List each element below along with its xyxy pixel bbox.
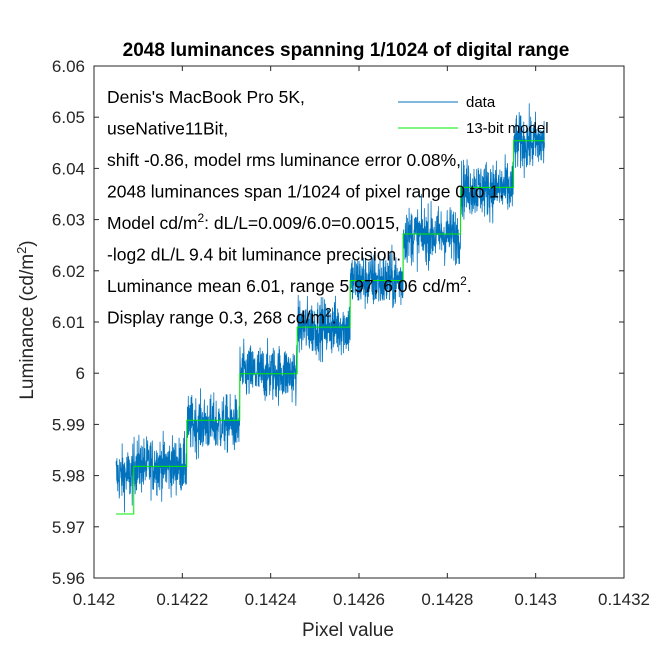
x-tick-label: 0.1422 xyxy=(156,590,208,609)
y-tick-label: 6.06 xyxy=(52,57,85,76)
annotation-line: Denis's MacBook Pro 5K, xyxy=(107,87,305,107)
x-tick-label: 0.1426 xyxy=(333,590,385,609)
x-tick-label: 0.1428 xyxy=(421,590,473,609)
annotation-line: -log2 dL/L 9.4 bit luminance precision. xyxy=(107,245,401,265)
x-axis-label: Pixel value xyxy=(302,620,394,641)
legend-label: data xyxy=(466,94,496,111)
y-tick-label: 6.03 xyxy=(52,211,85,230)
y-tick-label: 6 xyxy=(76,364,85,383)
y-tick-label: 5.97 xyxy=(52,518,85,537)
legend: data 13-bit model xyxy=(398,94,549,137)
y-tick-label: 5.98 xyxy=(52,467,85,486)
axis-ticks: 0.142 0.1422 0.1424 0.1426 0.1428 0.143 0.1432… xyxy=(52,57,650,609)
y-tick-label: 6.04 xyxy=(52,159,85,178)
x-tick-label: 0.142 xyxy=(73,590,116,609)
annotation-line: Display range 0.3, 268 cd/m2. xyxy=(107,306,336,328)
annotation-line: shift -0.86, model rms luminance error 0… xyxy=(107,150,461,170)
y-tick-label: 5.96 xyxy=(52,569,85,588)
chart-title: 2048 luminances spanning 1/1024 of digit… xyxy=(123,40,570,61)
annotation-line: useNative11Bit, xyxy=(107,119,228,139)
x-tick-label: 0.143 xyxy=(514,590,557,609)
annotation-line: Luminance mean 6.01, range 5.97, 6.06 cd… xyxy=(107,274,472,296)
x-tick-label: 0.1432 xyxy=(598,590,650,609)
y-tick-label: 6.05 xyxy=(52,108,85,127)
series-model-line xyxy=(116,140,545,515)
annotation-line: Model cd/m2: dL/L=0.009/6.0=0.0015, xyxy=(107,211,400,233)
x-tick-label: 0.1424 xyxy=(245,590,297,609)
y-tick-label: 6.01 xyxy=(52,313,85,332)
y-tick-label: 6.02 xyxy=(52,262,85,281)
legend-label: 13-bit model xyxy=(466,120,549,137)
series-data-line xyxy=(115,103,545,513)
y-tick-label: 5.99 xyxy=(52,415,85,434)
y-axis-label: Luminance (cd/m2) xyxy=(14,240,38,399)
annotation-block: Denis's MacBook Pro 5K, useNative11Bit, sh… xyxy=(107,87,504,328)
annotation-line: 2048 luminances span 1/1024 of pixel ran… xyxy=(107,182,504,202)
